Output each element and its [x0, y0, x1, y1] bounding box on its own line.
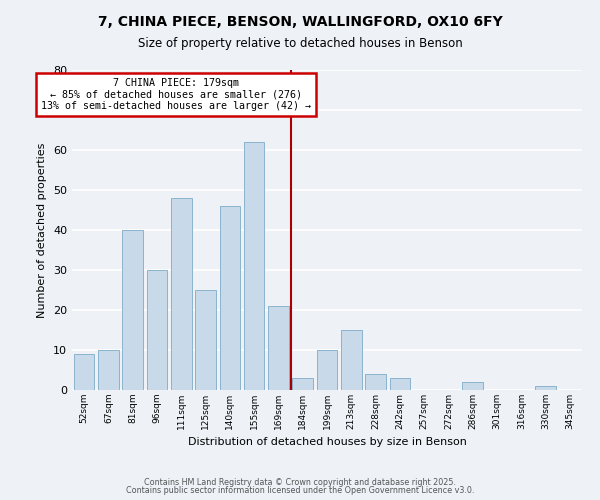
- Bar: [195, 290, 216, 390]
- Text: Contains HM Land Registry data © Crown copyright and database right 2025.: Contains HM Land Registry data © Crown c…: [144, 478, 456, 487]
- Text: Contains public sector information licensed under the Open Government Licence v3: Contains public sector information licen…: [126, 486, 474, 495]
- Text: 7 CHINA PIECE: 179sqm
← 85% of detached houses are smaller (276)
13% of semi-det: 7 CHINA PIECE: 179sqm ← 85% of detached …: [41, 78, 311, 111]
- Bar: [389, 378, 410, 390]
- X-axis label: Distribution of detached houses by size in Benson: Distribution of detached houses by size …: [188, 438, 466, 448]
- Y-axis label: Number of detached properties: Number of detached properties: [37, 142, 47, 318]
- Bar: [244, 142, 265, 390]
- Bar: [341, 330, 362, 390]
- Bar: [146, 270, 167, 390]
- Bar: [268, 306, 289, 390]
- Bar: [292, 378, 313, 390]
- Bar: [463, 382, 483, 390]
- Text: Size of property relative to detached houses in Benson: Size of property relative to detached ho…: [137, 38, 463, 51]
- Bar: [220, 206, 240, 390]
- Bar: [122, 230, 143, 390]
- Bar: [535, 386, 556, 390]
- Bar: [74, 354, 94, 390]
- Bar: [98, 350, 119, 390]
- Text: 7, CHINA PIECE, BENSON, WALLINGFORD, OX10 6FY: 7, CHINA PIECE, BENSON, WALLINGFORD, OX1…: [98, 15, 502, 29]
- Bar: [317, 350, 337, 390]
- Bar: [171, 198, 191, 390]
- Bar: [365, 374, 386, 390]
